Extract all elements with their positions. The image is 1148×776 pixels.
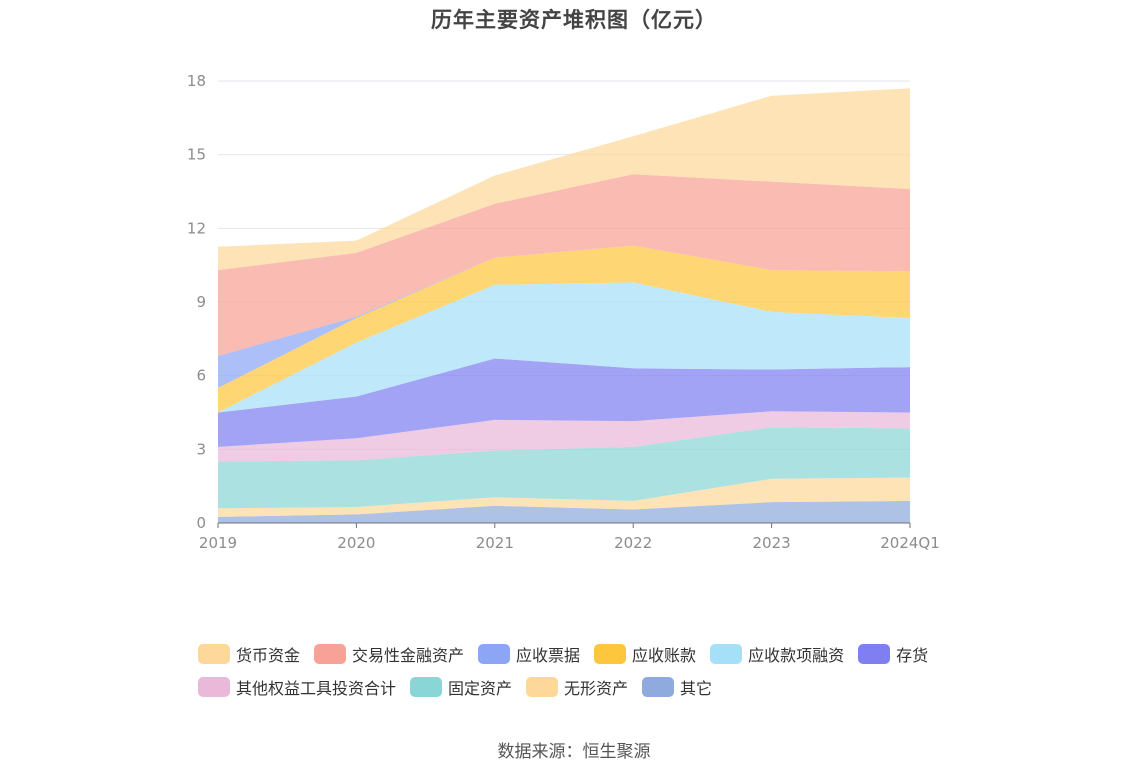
legend-item[interactable]: 货币资金 bbox=[198, 642, 300, 666]
legend-label: 其它 bbox=[680, 678, 713, 698]
legend-item[interactable]: 应收账款 bbox=[594, 642, 696, 666]
area-series-9 bbox=[218, 88, 910, 271]
legend-swatch bbox=[478, 643, 511, 664]
legend-swatch bbox=[314, 643, 347, 664]
legend-item[interactable]: 其他权益工具投资合计 bbox=[198, 675, 396, 699]
legend-swatch bbox=[642, 676, 675, 697]
legend-swatch bbox=[594, 643, 627, 664]
legend-label: 应收账款 bbox=[632, 645, 697, 665]
legend-label: 应收票据 bbox=[516, 645, 581, 665]
area-series-4 bbox=[218, 358, 910, 447]
legend-label: 固定资产 bbox=[448, 678, 513, 698]
y-tick-label: 0 bbox=[196, 514, 206, 532]
x-tick-label: 2024Q1 bbox=[880, 534, 940, 552]
legend-row: 货币资金 交易性金融资产 应收票据 应收账款 应收款项融资 存货 bbox=[198, 637, 978, 670]
y-tick-label: 9 bbox=[196, 293, 206, 311]
y-tick-label: 6 bbox=[196, 367, 206, 385]
legend-label: 其他权益工具投资合计 bbox=[236, 678, 397, 698]
legend-label: 应收款项融资 bbox=[748, 645, 845, 665]
legend-swatch bbox=[710, 643, 743, 664]
legend-item[interactable]: 交易性金融资产 bbox=[314, 642, 464, 666]
legend-row: 其他权益工具投资合计 固定资产 无形资产 其它 bbox=[198, 670, 978, 703]
legend-item[interactable]: 存货 bbox=[858, 642, 928, 666]
area-series-6 bbox=[218, 245, 910, 413]
legend-swatch bbox=[198, 676, 230, 697]
x-tick-label: 2021 bbox=[476, 534, 514, 552]
legend-swatch bbox=[526, 676, 559, 697]
legend: 货币资金 交易性金融资产 应收票据 应收账款 应收款项融资 存货其他权益工具投资合计 固定资… bbox=[198, 637, 978, 703]
area-series-2 bbox=[218, 427, 910, 509]
area-series-8 bbox=[218, 174, 910, 357]
x-tick-label: 2019 bbox=[199, 534, 237, 552]
legend-swatch bbox=[858, 643, 891, 664]
area-series-0 bbox=[218, 500, 910, 523]
legend-swatch bbox=[410, 676, 443, 697]
y-tick-label: 3 bbox=[196, 440, 206, 458]
chart-title: 历年主要资产堆积图（亿元） bbox=[431, 8, 717, 32]
y-tick-label: 12 bbox=[187, 219, 206, 237]
legend-item[interactable]: 无形资产 bbox=[526, 675, 628, 699]
legend-item[interactable]: 应收票据 bbox=[478, 642, 580, 666]
source-note: 数据来源：恒生聚源 bbox=[497, 742, 651, 762]
legend-swatch bbox=[198, 643, 230, 664]
legend-item[interactable]: 其它 bbox=[642, 675, 712, 699]
x-tick-label: 2023 bbox=[753, 534, 791, 552]
legend-item[interactable]: 应收款项融资 bbox=[710, 642, 844, 666]
x-tick-label: 2020 bbox=[337, 534, 375, 552]
x-tick-label: 2022 bbox=[614, 534, 652, 552]
stacked-area-chart: 0 3 6 9 12 15 18 2019 2020 2021 2022 2023 2024Q1 bbox=[187, 72, 940, 552]
legend-label: 存货 bbox=[896, 645, 929, 665]
area-series-5 bbox=[218, 282, 910, 413]
legend-label: 交易性金融资产 bbox=[352, 645, 465, 665]
legend-item[interactable]: 固定资产 bbox=[410, 675, 512, 699]
area-series-1 bbox=[218, 477, 910, 517]
y-tick-label: 18 bbox=[187, 72, 206, 90]
legend-label: 无形资产 bbox=[564, 678, 629, 698]
y-tick-label: 15 bbox=[187, 146, 206, 164]
legend-label: 货币资金 bbox=[236, 645, 301, 665]
area-series-3 bbox=[218, 411, 910, 462]
